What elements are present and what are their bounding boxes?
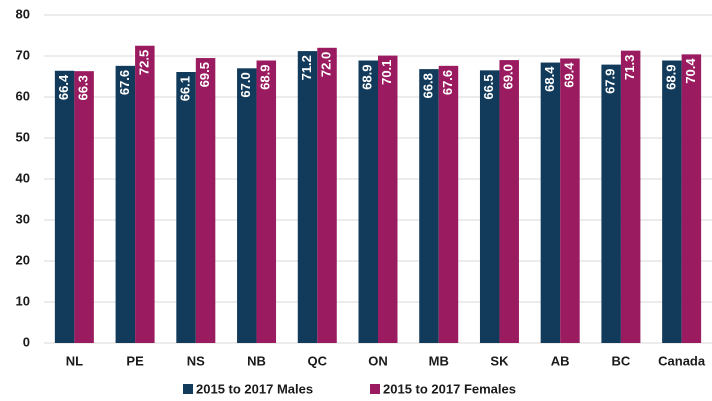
- bar: [662, 60, 682, 343]
- x-tick-label: Canada: [658, 353, 706, 368]
- value-label: 67.0: [238, 72, 253, 97]
- bar: [135, 45, 155, 343]
- bar: [560, 58, 580, 344]
- legend-label: 2015 to 2017 Females: [383, 381, 516, 396]
- value-label: 69.4: [561, 62, 576, 88]
- bar: [540, 62, 561, 344]
- legend-label: 2015 to 2017 Males: [196, 381, 313, 396]
- bar: [237, 68, 257, 344]
- x-tick-label: NL: [66, 353, 83, 368]
- value-label: 66.5: [481, 74, 496, 99]
- bar: [317, 47, 337, 344]
- y-tick-label: 80: [16, 6, 30, 21]
- y-tick-label: 30: [16, 211, 30, 226]
- y-tick-label: 40: [16, 170, 30, 185]
- y-tick-label: 60: [16, 88, 30, 103]
- bar: [74, 71, 94, 344]
- value-label: 66.3: [76, 75, 91, 100]
- x-tick-label: SK: [490, 353, 509, 368]
- y-tick-label: 70: [16, 47, 30, 62]
- x-tick-label: NS: [187, 353, 205, 368]
- x-tick-label: ON: [368, 353, 388, 368]
- value-label: 68.9: [258, 65, 273, 90]
- y-tick-label: 50: [16, 129, 30, 144]
- value-label: 72.5: [136, 50, 151, 75]
- value-label: 69.5: [197, 62, 212, 87]
- x-tick-label: BC: [612, 353, 631, 368]
- value-label: 66.8: [420, 73, 435, 98]
- bar: [176, 71, 196, 344]
- value-label: 67.6: [440, 70, 455, 95]
- y-tick-label: 20: [16, 252, 30, 267]
- value-label: 67.6: [117, 70, 132, 95]
- bar: [438, 65, 459, 343]
- value-label: 68.4: [542, 66, 557, 92]
- value-label: 70.1: [379, 60, 394, 85]
- y-tick-label: 0: [23, 334, 30, 349]
- bar: [601, 64, 621, 344]
- legend: 2015 to 2017 Males 2015 to 2017 Females: [183, 381, 516, 396]
- legend-swatch: [370, 384, 380, 394]
- x-tick-label: MB: [429, 353, 449, 368]
- bar: [479, 70, 500, 343]
- x-tick-label: AB: [551, 353, 570, 368]
- bar: [54, 70, 75, 343]
- value-label: 68.9: [360, 65, 375, 90]
- value-label: 67.9: [603, 69, 618, 94]
- bar: [499, 60, 519, 343]
- bar: [297, 51, 318, 344]
- value-label: 72.0: [318, 52, 333, 77]
- value-label: 66.1: [178, 76, 193, 101]
- bar: [378, 55, 398, 344]
- x-tick-label: NB: [247, 353, 266, 368]
- x-tick-label: PE: [126, 353, 144, 368]
- value-label: 68.9: [663, 65, 678, 90]
- x-tick-label: QC: [308, 353, 328, 368]
- value-label: 71.3: [622, 55, 637, 80]
- y-tick-label: 10: [16, 293, 30, 308]
- bar: [620, 50, 641, 344]
- bar: [419, 69, 439, 344]
- legend-swatch: [183, 384, 193, 394]
- bar: [115, 65, 136, 343]
- bar: [256, 60, 277, 343]
- value-label: 66.4: [56, 74, 71, 100]
- bar: [681, 54, 702, 344]
- value-label: 70.4: [683, 58, 698, 84]
- value-label: 69.0: [501, 64, 516, 89]
- bar: [195, 58, 216, 344]
- value-label: 71.2: [299, 55, 314, 80]
- bar: [358, 60, 378, 343]
